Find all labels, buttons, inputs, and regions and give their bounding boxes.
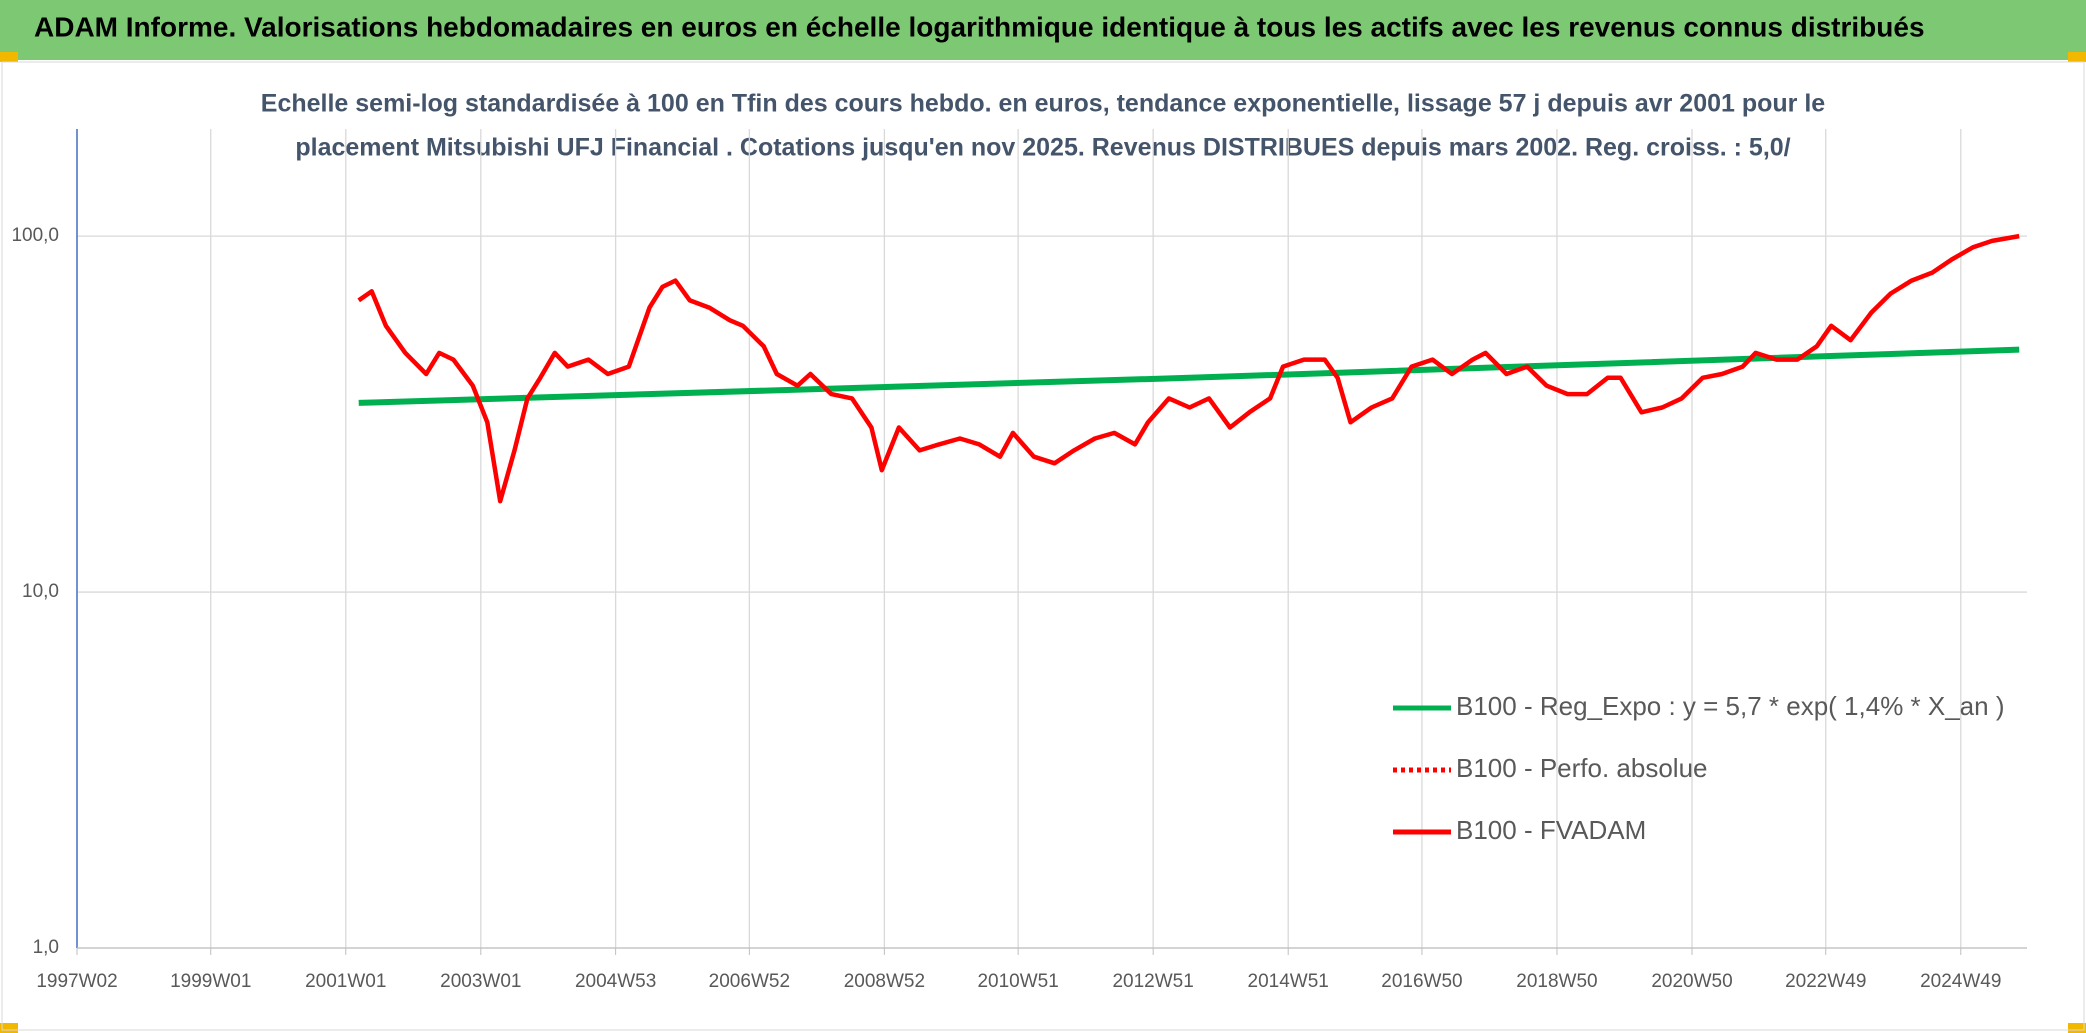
x-tick-label: 1997W02 — [36, 971, 117, 992]
x-tick-label: 2012W51 — [1112, 971, 1193, 992]
x-tick-label: 2016W50 — [1381, 971, 1462, 992]
header-bar — [0, 0, 2086, 60]
x-tick-label: 2003W01 — [440, 971, 521, 992]
x-tick-label: 2024W49 — [1920, 971, 2001, 992]
legend-label: B100 - Perfo. absolue — [1456, 753, 1708, 783]
y-tick-label: 100,0 — [11, 225, 59, 246]
y-tick-label: 10,0 — [22, 581, 59, 602]
series-line — [357, 233, 2020, 504]
x-tick-label: 1999W01 — [170, 971, 251, 992]
x-tick-label: 2006W52 — [709, 971, 790, 992]
x-tick-label: 2008W52 — [844, 971, 925, 992]
frame — [1, 61, 2085, 1031]
corner — [2068, 52, 2086, 62]
x-tick-label: 2018W50 — [1516, 971, 1597, 992]
x-tick-label: 2001W01 — [305, 971, 386, 992]
x-tick-label: 2014W51 — [1248, 971, 1329, 992]
series-line — [358, 346, 2020, 406]
x-tick-label: 2010W51 — [977, 971, 1058, 992]
x-tick-label: 2004W53 — [575, 971, 656, 992]
header: ADAM Informe. Valorisations hebdomadaire… — [34, 11, 1925, 42]
legend-label: B100 - FVADAM — [1456, 815, 1646, 845]
corner — [0, 1023, 18, 1033]
x-tick-label: 2022W49 — [1785, 971, 1866, 992]
x-tick-label: 2020W50 — [1651, 971, 1732, 992]
y-tick-label: 1,0 — [33, 937, 59, 958]
corner — [2068, 1023, 2086, 1033]
corner — [0, 52, 18, 62]
chart-title: Echelle semi-log standardisée à 100 en T… — [261, 90, 1826, 118]
chart-subtitle: placement Mitsubishi UFJ Financial . Cot… — [295, 134, 1790, 162]
legend-label: B100 - Reg_Expo : y = 5,7 * exp( 1,4% * … — [1456, 691, 2005, 721]
